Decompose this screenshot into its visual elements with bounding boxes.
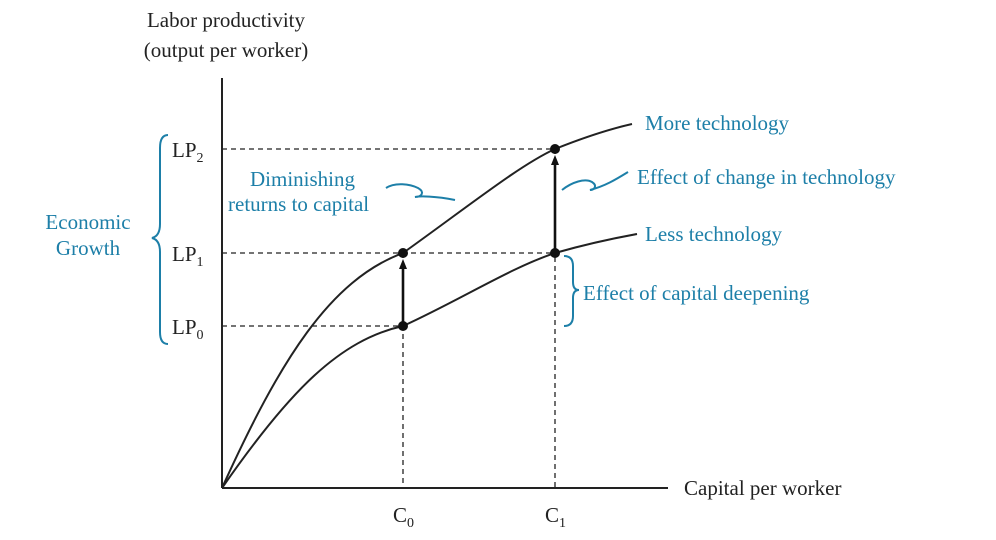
point-c1-lp2 bbox=[550, 144, 560, 154]
y-tick-lp2: LP2 bbox=[172, 138, 204, 166]
y-axis-label-line2: (output per worker) bbox=[144, 38, 308, 62]
label-diminishing-line1: Diminishing bbox=[250, 167, 356, 191]
label-diminishing-line2: returns to capital bbox=[228, 192, 369, 216]
capital-deepening-brace bbox=[563, 255, 580, 327]
point-c0-lp0 bbox=[398, 321, 408, 331]
curve-less-technology bbox=[221, 233, 638, 489]
label-less-technology: Less technology bbox=[645, 222, 783, 246]
x-tick-c1: C1 bbox=[545, 503, 566, 531]
x-tick-c0: C0 bbox=[393, 503, 414, 531]
label-growth-line1: Economic bbox=[45, 210, 130, 234]
y-tick-lp1: LP1 bbox=[172, 242, 204, 270]
label-capital-deepening: Effect of capital deepening bbox=[583, 281, 810, 305]
label-tech-change: Effect of change in technology bbox=[637, 165, 896, 189]
y-tick-lp0: LP0 bbox=[172, 315, 204, 343]
label-more-technology: More technology bbox=[645, 111, 790, 135]
point-c1-lp1 bbox=[550, 248, 560, 258]
x-axis-label: Capital per worker bbox=[684, 476, 841, 500]
point-c0-lp1 bbox=[398, 248, 408, 258]
curve-more-technology bbox=[221, 123, 633, 489]
y-axis-label-line1: Labor productivity bbox=[147, 8, 306, 32]
tech-change-pointer bbox=[561, 171, 629, 191]
economic-growth-brace bbox=[151, 134, 169, 345]
diminishing-pointer bbox=[385, 183, 456, 201]
label-growth-line2: Growth bbox=[56, 236, 121, 260]
